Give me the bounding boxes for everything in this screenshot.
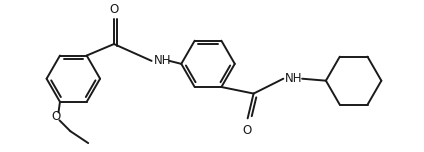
- Text: NH: NH: [285, 72, 303, 85]
- Text: O: O: [109, 3, 119, 16]
- Text: NH: NH: [153, 54, 171, 67]
- Text: O: O: [242, 124, 251, 137]
- Text: O: O: [52, 110, 61, 123]
